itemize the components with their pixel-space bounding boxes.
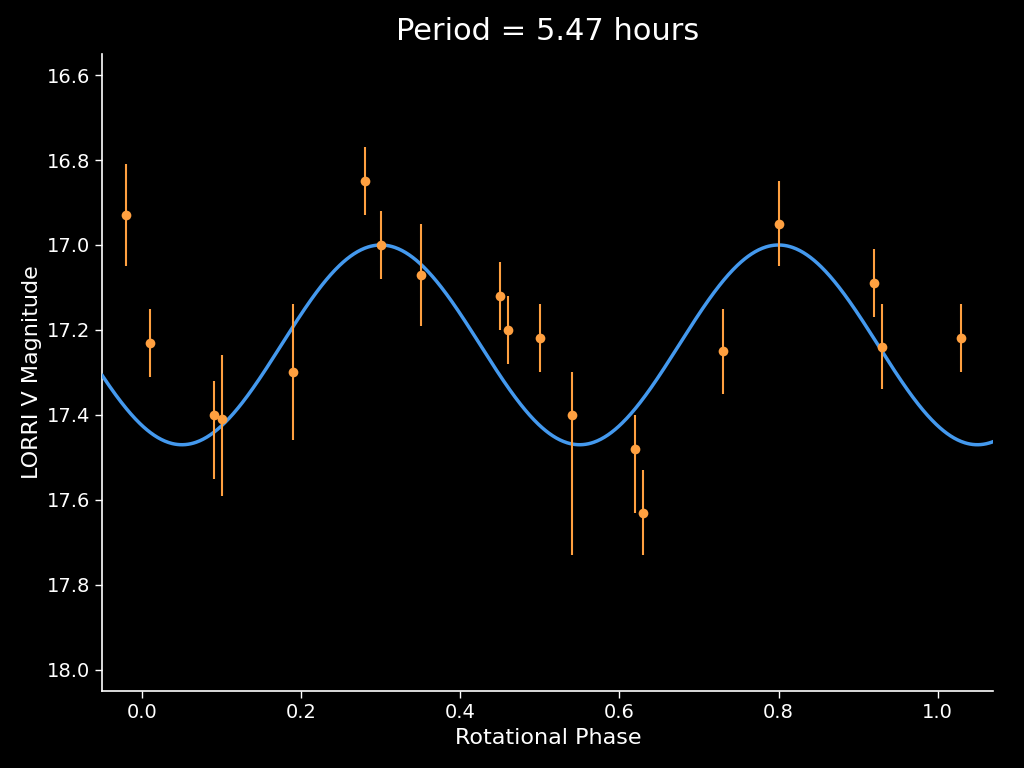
Title: Period = 5.47 hours: Period = 5.47 hours — [396, 17, 699, 46]
Y-axis label: LORRI V Magnitude: LORRI V Magnitude — [22, 266, 42, 479]
X-axis label: Rotational Phase: Rotational Phase — [455, 727, 641, 747]
